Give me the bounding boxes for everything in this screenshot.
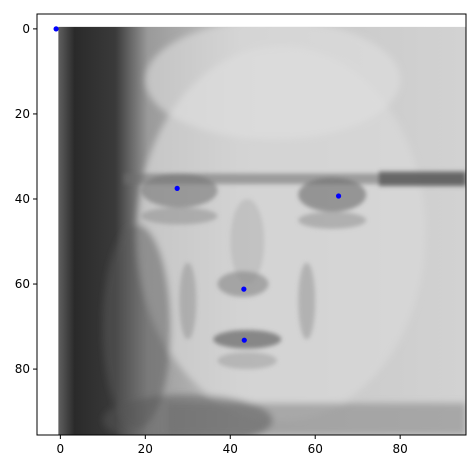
left-eye-bag xyxy=(141,207,218,225)
nose-base xyxy=(217,271,269,297)
forehead-region xyxy=(145,26,401,140)
x-tick-label: 20 xyxy=(138,442,153,456)
left-eye xyxy=(141,173,218,208)
keypoint-marker xyxy=(241,286,247,292)
keypoint-marker xyxy=(241,337,247,343)
y-tick-label: 20 xyxy=(15,107,30,121)
right-eye xyxy=(298,177,367,212)
y-axis: 0 20 40 60 80 xyxy=(15,22,37,376)
y-tick-label: 40 xyxy=(15,192,30,206)
x-axis: 0 20 40 60 80 xyxy=(57,435,408,456)
x-tick-label: 40 xyxy=(223,442,238,456)
keypoint-marker xyxy=(335,193,342,199)
y-tick-label: 0 xyxy=(22,22,30,36)
y-tick-label: 60 xyxy=(15,277,30,291)
right-eye-bag xyxy=(298,211,367,229)
x-tick-label: 60 xyxy=(308,442,323,456)
glasses-temple xyxy=(378,171,466,187)
keypoints xyxy=(53,26,342,343)
glasses-rim xyxy=(124,173,467,185)
left-cheek-shadow xyxy=(102,224,171,429)
right-nasolabial-fold xyxy=(298,262,316,340)
keypoint-marker xyxy=(174,185,180,191)
nose-bridge xyxy=(230,198,265,285)
x-tick-label: 80 xyxy=(393,442,408,456)
axes-frame xyxy=(36,13,467,436)
face-image xyxy=(58,26,467,436)
x-tick-label: 0 xyxy=(57,442,65,456)
chin-shadow xyxy=(102,394,273,436)
lower-lip xyxy=(217,352,277,370)
left-nasolabial-fold xyxy=(179,262,197,340)
y-tick-label: 80 xyxy=(15,362,30,376)
face-region xyxy=(136,45,426,421)
keypoint-marker xyxy=(53,26,59,32)
mouth xyxy=(213,329,282,349)
